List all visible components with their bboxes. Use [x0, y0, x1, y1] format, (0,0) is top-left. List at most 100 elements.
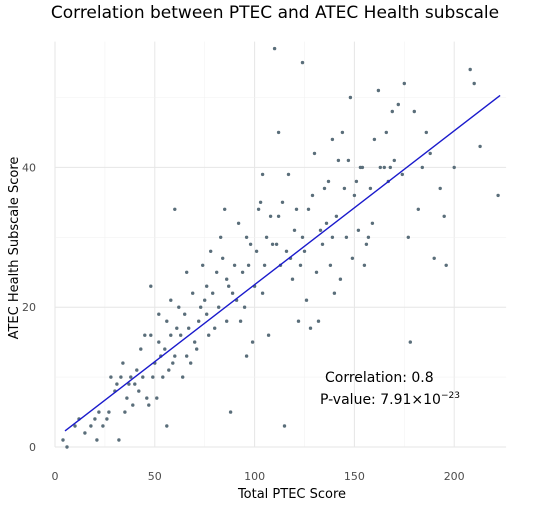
data-point: [364, 242, 369, 246]
data-point: [135, 368, 139, 372]
data-point: [350, 256, 355, 260]
data-point: [308, 326, 313, 330]
data-point: [428, 151, 432, 156]
data-point: [161, 375, 165, 379]
data-point: [496, 193, 500, 198]
data-point: [185, 354, 189, 358]
data-point: [101, 424, 105, 428]
data-point: [95, 438, 99, 442]
data-point: [320, 242, 325, 246]
data-point: [141, 375, 145, 379]
data-point: [314, 270, 319, 274]
data-point: [330, 137, 335, 142]
data-point: [137, 389, 141, 393]
data-point: [115, 382, 119, 386]
data-point: [328, 263, 333, 267]
data-point: [366, 235, 371, 239]
x-tick-label: 0: [52, 470, 59, 483]
data-point: [342, 186, 347, 191]
data-point: [344, 235, 349, 239]
data-point: [282, 424, 287, 428]
data-point: [254, 249, 259, 253]
data-point: [129, 375, 133, 379]
data-point: [217, 305, 221, 309]
data-point: [362, 263, 367, 267]
data-point: [211, 291, 215, 295]
data-point: [248, 242, 253, 246]
data-point: [246, 263, 251, 267]
data-point: [242, 305, 247, 309]
data-point: [294, 207, 299, 211]
data-point: [165, 319, 169, 323]
data-point: [370, 221, 375, 225]
data-point: [221, 256, 225, 260]
data-point: [228, 410, 233, 414]
data-point: [420, 165, 424, 170]
data-point: [258, 200, 263, 204]
data-point: [183, 312, 187, 316]
x-axis-title: Total PTEC Score: [237, 487, 346, 502]
data-point: [340, 130, 345, 135]
data-point: [236, 221, 241, 225]
regression-line-group: [64, 94, 501, 432]
data-point: [119, 375, 123, 379]
data-point: [125, 396, 129, 400]
data-point: [260, 172, 265, 177]
data-point: [256, 207, 261, 211]
y-axis-title: ATEC Health Subscale Score: [7, 157, 22, 340]
data-point: [169, 298, 173, 302]
data-point: [338, 277, 343, 281]
data-point: [155, 396, 159, 400]
data-point: [149, 284, 153, 288]
data-point: [416, 207, 420, 211]
x-tick-label: 50: [148, 470, 162, 483]
data-point: [89, 424, 93, 428]
data-point: [179, 333, 183, 337]
data-point: [147, 403, 151, 407]
data-point: [185, 270, 189, 274]
data-point: [173, 207, 177, 211]
data-point: [292, 228, 297, 232]
data-point: [388, 165, 392, 170]
data-point: [65, 445, 69, 449]
data-point: [127, 382, 131, 386]
correlation-annotation: Correlation: 0.8: [325, 370, 434, 386]
data-point: [390, 109, 394, 114]
data-point: [298, 263, 303, 267]
data-point: [181, 375, 185, 379]
data-point: [169, 333, 173, 337]
data-point: [244, 235, 249, 239]
data-point: [167, 368, 171, 372]
data-point: [472, 81, 476, 86]
data-point: [195, 347, 199, 351]
data-point: [348, 95, 353, 100]
data-point: [346, 158, 351, 163]
data-point: [145, 396, 149, 400]
data-point: [219, 235, 223, 239]
data-point: [432, 256, 436, 260]
data-point: [274, 242, 279, 246]
y-tick-label: 0: [29, 441, 36, 454]
data-point: [109, 375, 113, 379]
data-point: [139, 347, 143, 351]
x-tick-labels: 0 50 100 150 200: [52, 470, 465, 483]
data-point: [225, 277, 229, 281]
data-point: [286, 172, 291, 177]
data-point: [105, 417, 109, 421]
data-point: [330, 235, 335, 239]
chart-title: Correlation between PTEC and ATEC Health…: [51, 3, 499, 23]
data-point: [438, 186, 442, 191]
data-point: [352, 193, 357, 198]
data-point: [276, 214, 281, 218]
data-point: [280, 200, 285, 204]
data-point: [368, 186, 373, 191]
data-point: [250, 340, 255, 344]
data-point: [376, 88, 381, 93]
data-point: [268, 214, 273, 218]
data-point: [354, 179, 359, 184]
data-point: [408, 340, 412, 344]
data-point: [284, 249, 289, 253]
data-point: [290, 277, 295, 281]
